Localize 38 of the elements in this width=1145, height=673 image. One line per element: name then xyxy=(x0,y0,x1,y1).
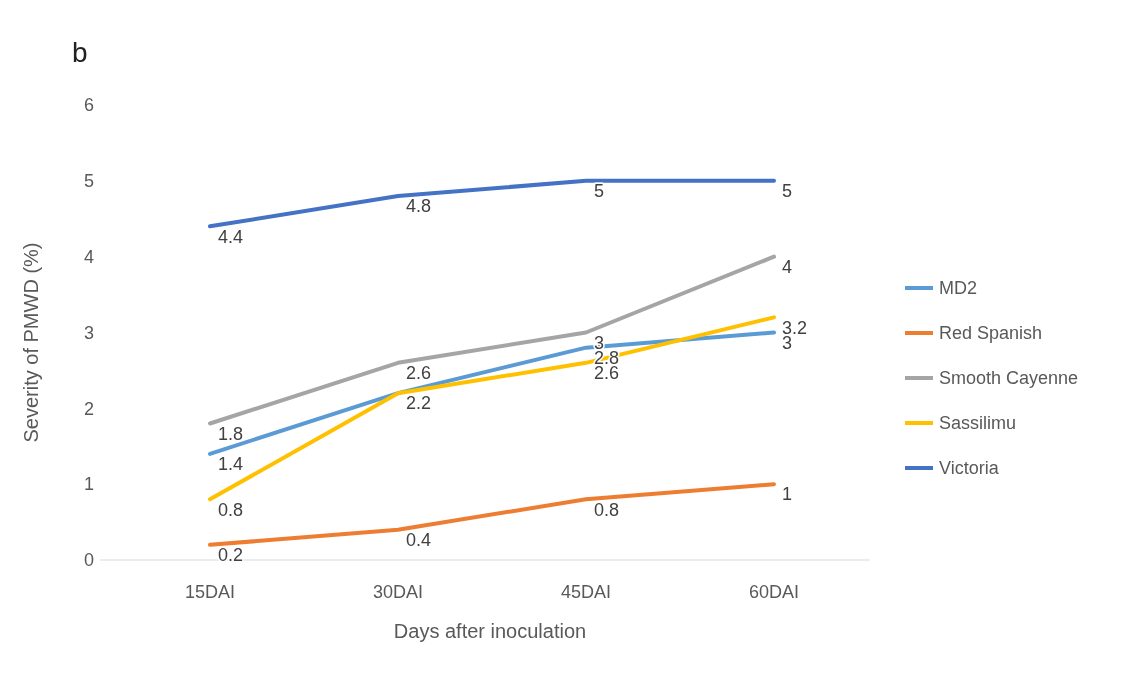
data-label: 4.4 xyxy=(218,226,244,247)
legend-label: Smooth Cayenne xyxy=(939,368,1079,389)
data-label: 0.4 xyxy=(406,529,432,550)
legend-label: Sassilimu xyxy=(939,413,1017,434)
data-label: 1.4 xyxy=(218,454,244,475)
x-tick-label: 45DAI xyxy=(560,582,612,602)
data-label: 0.8 xyxy=(594,499,620,520)
data-label: 1 xyxy=(782,484,793,505)
y-tick-label: 4 xyxy=(83,246,94,267)
y-tick-label: 1 xyxy=(83,474,94,495)
legend-label: MD2 xyxy=(939,278,978,299)
y-tick-label: 6 xyxy=(83,95,94,116)
chart-title: b xyxy=(72,37,88,68)
legend-label: Victoria xyxy=(939,458,1000,479)
data-label: 4 xyxy=(782,256,793,277)
y-tick-label: 2 xyxy=(83,398,94,419)
data-label: 1.8 xyxy=(218,423,244,444)
data-label: 2.6 xyxy=(406,363,432,384)
y-tick-label: 0 xyxy=(83,550,94,571)
data-label: 5 xyxy=(594,181,605,202)
x-axis-title: Days after inoculation xyxy=(393,620,587,642)
data-label: 2.6 xyxy=(594,363,620,384)
x-tick-label: 15DAI xyxy=(184,582,236,602)
y-axis-title: Severity of PMWD (%) xyxy=(20,242,42,443)
line-series xyxy=(208,482,776,547)
data-label: 0.2 xyxy=(218,545,244,566)
line-series xyxy=(208,315,776,502)
legend-label: Red Spanish xyxy=(939,323,1043,344)
line-series xyxy=(208,254,776,426)
data-label: 2.2 xyxy=(406,393,432,414)
x-tick-label: 30DAI xyxy=(372,582,424,602)
data-label: 4.8 xyxy=(406,196,432,217)
line-series xyxy=(208,330,776,456)
x-tick-label: 60DAI xyxy=(748,582,800,602)
data-label: 0.8 xyxy=(218,499,244,520)
y-tick-label: 3 xyxy=(83,322,94,343)
y-tick-label: 5 xyxy=(83,171,94,192)
data-label: 5 xyxy=(782,181,793,202)
